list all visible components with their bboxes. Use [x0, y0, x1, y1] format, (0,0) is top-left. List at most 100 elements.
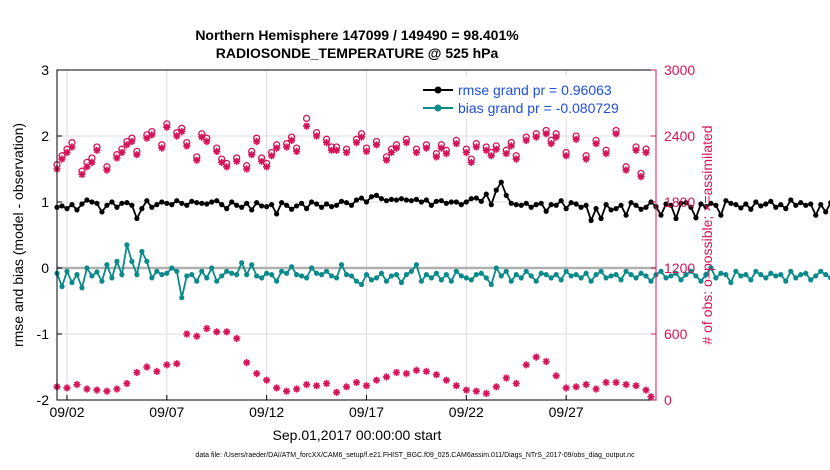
bias-point	[69, 279, 75, 286]
rmse-point	[473, 195, 479, 201]
rmse-point	[788, 197, 794, 203]
rmse-point	[813, 212, 819, 218]
assimilated-obs-marker	[492, 383, 500, 391]
assimilated-obs-marker	[118, 148, 126, 157]
rmse-point	[59, 203, 65, 209]
bias-point	[558, 277, 564, 283]
rmse-point	[298, 200, 305, 206]
bias-point	[264, 270, 270, 276]
bias-point	[343, 272, 350, 278]
bias-point	[563, 268, 569, 274]
assimilated-obs-marker	[223, 328, 231, 336]
rmse-point	[254, 200, 260, 206]
bias-point	[543, 272, 549, 278]
assimilated-obs-marker	[647, 393, 655, 401]
assimilated-obs-marker	[552, 133, 560, 141]
assimilated-obs-marker	[163, 361, 171, 369]
bias-point	[603, 275, 609, 281]
assimilated-obs-marker	[123, 141, 131, 149]
bias-point	[583, 270, 589, 276]
assimilated-obs-marker	[462, 386, 470, 394]
assimilated-obs-marker	[248, 151, 256, 159]
bias-point	[658, 268, 664, 274]
bias-point	[249, 262, 255, 268]
bias-point	[373, 275, 380, 281]
assimilated-obs-marker	[218, 158, 226, 166]
rmse-point	[573, 201, 579, 207]
rmse-point	[64, 206, 70, 212]
bias-point	[298, 273, 305, 279]
assimilated-obs-marker	[402, 139, 411, 147]
x-axis-tick-label: 09/02	[49, 404, 84, 420]
bias-point	[478, 270, 484, 276]
assimilated-obs-marker	[203, 324, 211, 333]
assimilated-obs-marker	[502, 150, 510, 158]
assimilated-obs-marker	[68, 143, 76, 151]
rmse-point	[169, 202, 175, 208]
bias-point	[788, 268, 794, 274]
bias-point	[533, 278, 539, 284]
bias-point	[64, 268, 70, 274]
rmse-point	[353, 197, 360, 203]
bias-point	[803, 270, 809, 276]
rmse-point	[448, 199, 454, 205]
assimilated-obs-marker	[572, 135, 580, 143]
rmse-point	[768, 198, 774, 204]
assimilated-obs-marker	[442, 150, 450, 158]
rmse-point	[363, 199, 370, 205]
rmse-point	[89, 199, 95, 205]
assimilated-obs-marker	[462, 148, 470, 157]
assimilated-obs-marker	[602, 150, 610, 158]
assimilated-obs-marker	[283, 387, 291, 395]
bias-point	[89, 273, 95, 279]
left-axis-tick-label: 3	[41, 62, 49, 78]
assimilated-obs-marker	[542, 130, 550, 138]
rmse-point	[673, 215, 679, 222]
rmse-point	[313, 201, 320, 207]
rmse-point	[543, 208, 549, 214]
rmse-point	[308, 199, 315, 205]
bias-point	[458, 273, 464, 279]
rmse-point	[289, 206, 295, 212]
bias-point	[214, 278, 220, 284]
rmse-point	[343, 200, 350, 206]
assimilated-obs-marker	[332, 388, 341, 396]
assimilated-obs-marker	[472, 387, 480, 395]
rmse-point	[114, 204, 120, 210]
bias-point	[448, 278, 454, 284]
assimilated-obs-marker	[163, 123, 171, 131]
rmse-point	[583, 202, 589, 208]
rmse-point	[204, 201, 210, 207]
y-axis-label-right: # of obs: o=possible; ×=assimilated	[699, 125, 715, 344]
assimilated-obs-marker	[522, 136, 530, 144]
assimilated-obs-marker	[258, 157, 266, 165]
bias-point	[553, 272, 559, 278]
rmse-point	[373, 192, 380, 198]
rmse-point	[458, 202, 464, 208]
rmse-point	[423, 197, 429, 203]
assimilated-obs-marker	[183, 330, 191, 338]
rmse-point	[523, 200, 529, 206]
bias-point	[353, 278, 360, 284]
assimilated-obs-marker	[622, 381, 630, 389]
assimilated-obs-marker	[532, 353, 540, 361]
assimilated-obs-marker	[637, 173, 645, 181]
rmse-point	[393, 197, 400, 203]
assimilated-obs-marker	[452, 140, 460, 148]
assimilated-obs-marker	[352, 139, 361, 147]
bias-point	[428, 275, 434, 281]
assimilated-obs-marker	[592, 385, 600, 393]
rmse-point	[708, 200, 714, 206]
x-axis: 09/02 09/07 09/12 09/17 09/22 09/27	[49, 395, 584, 420]
rmse-point	[104, 202, 110, 208]
assimilated-obs-marker	[422, 144, 430, 152]
bias-point	[798, 272, 804, 278]
rmse-point	[274, 211, 280, 217]
bias-point	[548, 275, 554, 281]
bias-point	[453, 268, 459, 274]
rmse-point	[154, 202, 160, 208]
bias-point	[318, 272, 325, 278]
bias-point	[773, 273, 779, 279]
bias-point	[463, 275, 469, 281]
x-axis-tick-label: 09/17	[349, 404, 384, 420]
